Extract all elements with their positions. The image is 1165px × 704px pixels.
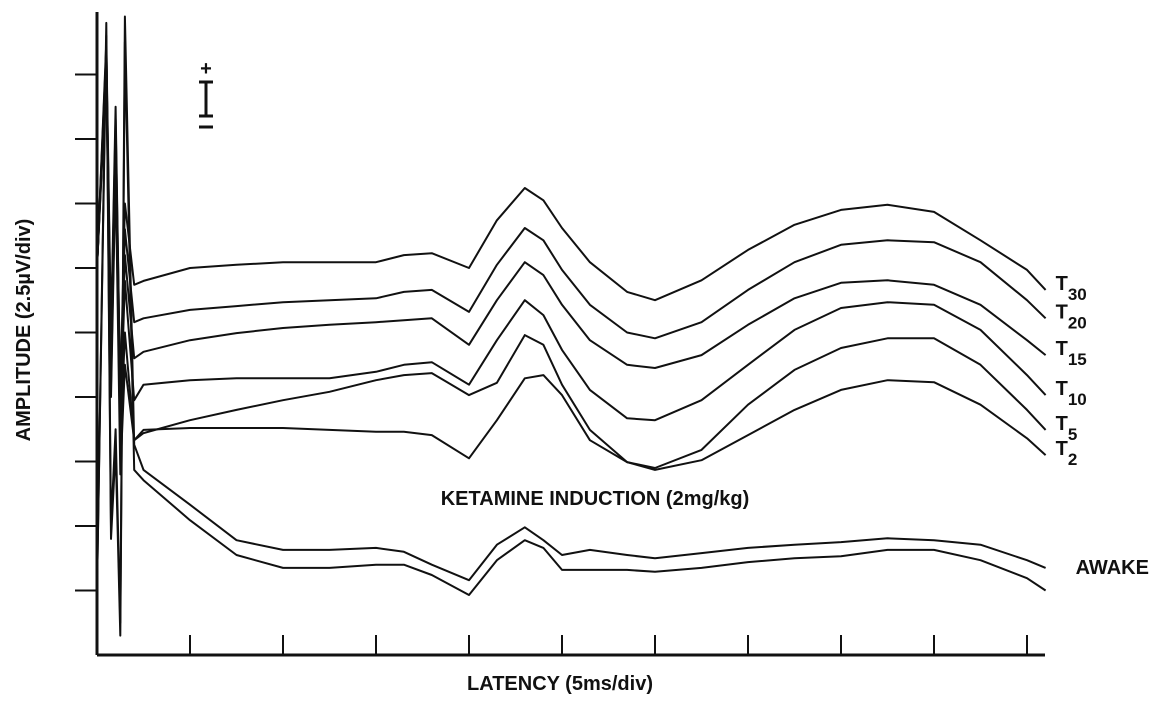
trace — [96, 34, 1047, 637]
trace — [96, 67, 1047, 469]
x-axis-label: LATENCY (5ms/div) — [467, 673, 653, 695]
scale-bar-label: + — [200, 58, 212, 80]
series-label: T2 — [1056, 438, 1078, 469]
series-label: T10 — [1056, 378, 1087, 409]
series-label: T20 — [1056, 301, 1087, 332]
series-label: T5 — [1056, 413, 1078, 444]
trace — [96, 60, 1047, 424]
trace — [96, 73, 1047, 476]
trace — [96, 47, 1047, 398]
trace — [96, 41, 1047, 398]
series-label: AWAKE — [1076, 557, 1149, 579]
trace — [96, 54, 1047, 411]
series-label: T30 — [1056, 273, 1087, 304]
trace — [96, 15, 1046, 624]
scale-bar — [199, 80, 213, 129]
series-label: T15 — [1056, 338, 1087, 369]
annotation: KETAMINE INDUCTION (2mg/kg) — [441, 488, 750, 510]
y-axis-label: AMPLITUDE (2.5µV/div) — [13, 219, 35, 442]
